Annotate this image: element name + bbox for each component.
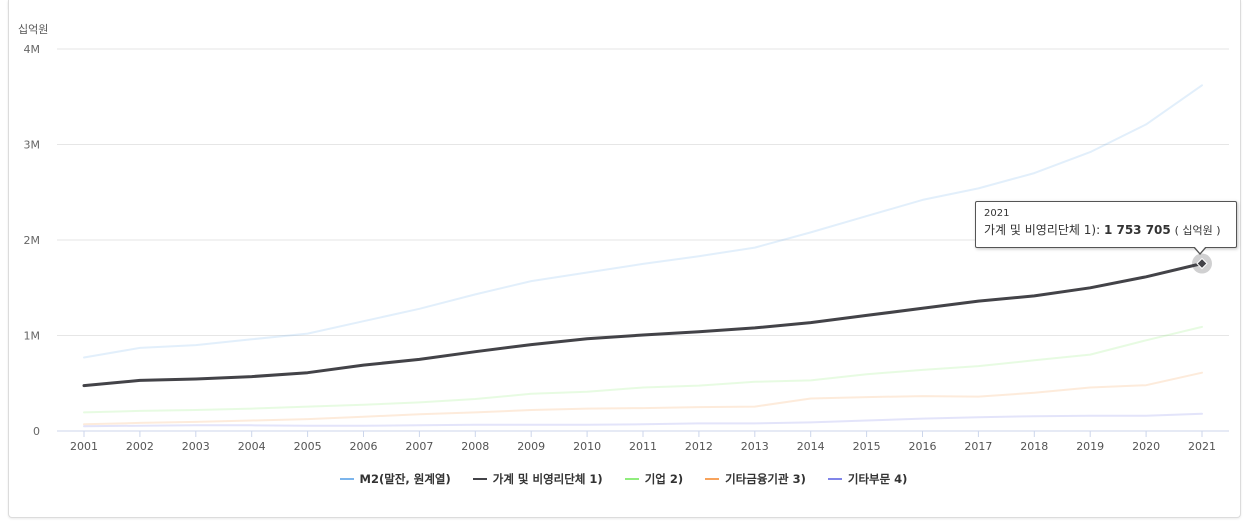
y-tick-label: 1M bbox=[24, 330, 41, 343]
legend-item-3[interactable]: 기업 2) bbox=[624, 471, 684, 487]
tooltip-year: 2021 bbox=[984, 208, 1010, 219]
x-tick-label: 2019 bbox=[1076, 440, 1104, 453]
data-point-marker[interactable] bbox=[1196, 257, 1208, 270]
x-tick-label: 2003 bbox=[182, 440, 210, 453]
legend-swatch bbox=[827, 478, 842, 480]
chart-legend: M2(말잔, 원계열) 가계 및 비영리단체 1) 기업 2) 기타금융기관 3) 기타… bbox=[0, 470, 1247, 488]
legend-item-4[interactable]: 기타금융기관 3) bbox=[705, 471, 806, 487]
tooltip-line: 가계 및 비영리단체 1): 1 753 705 ( 십억원 ) bbox=[984, 222, 1228, 239]
x-tick-label: 2005 bbox=[294, 440, 322, 453]
tooltip-pointer-fill bbox=[1194, 246, 1206, 253]
x-tick-label: 2015 bbox=[853, 440, 881, 453]
y-axis-ticks: 0 1M 2M 3M 4M bbox=[24, 43, 41, 438]
tooltip-series-label: 가계 및 비영리단체 1): bbox=[984, 223, 1104, 237]
x-tick-label: 2018 bbox=[1020, 440, 1048, 453]
chart-panel bbox=[8, 0, 1241, 518]
hover-marker bbox=[1192, 253, 1212, 274]
x-tick-label: 2001 bbox=[70, 440, 98, 453]
y-tick-label: 3M bbox=[24, 139, 41, 152]
series-line-2[interactable] bbox=[82, 262, 1204, 388]
y-tick-label: 2M bbox=[24, 234, 41, 247]
legend-item-5[interactable]: 기타부문 4) bbox=[827, 471, 908, 487]
x-tick-label: 2002 bbox=[126, 440, 154, 453]
legend-label: 가계 및 비영리단체 1) bbox=[492, 472, 603, 486]
y-tick-label: 4M bbox=[24, 43, 41, 56]
x-tick-label: 2012 bbox=[685, 440, 713, 453]
x-tick-label: 2010 bbox=[573, 440, 601, 453]
x-tick-label: 2017 bbox=[964, 440, 992, 453]
tooltip: 2021 가계 및 비영리단체 1): 1 753 705 ( 십억원 ) bbox=[975, 201, 1237, 248]
legend-swatch bbox=[472, 478, 487, 480]
x-tick-label: 2011 bbox=[629, 440, 657, 453]
legend-item-2[interactable]: 가계 및 비영리단체 1) bbox=[472, 471, 603, 487]
legend-item-1[interactable]: M2(말잔, 원계열) bbox=[339, 471, 451, 487]
x-tick-label: 2021 bbox=[1188, 440, 1216, 453]
tooltip-unit: ( 십억원 ) bbox=[1174, 224, 1221, 237]
series-lines bbox=[82, 84, 1204, 428]
x-tick-label: 2016 bbox=[909, 440, 937, 453]
x-tick-label: 2013 bbox=[741, 440, 769, 453]
legend-label: 기타부문 4) bbox=[847, 472, 908, 486]
x-tick-label: 2020 bbox=[1132, 440, 1160, 453]
tooltip-value: 1 753 705 bbox=[1103, 223, 1171, 237]
series-line-3[interactable] bbox=[83, 325, 1203, 414]
legend-label: 기업 2) bbox=[644, 472, 684, 486]
series-line-4[interactable] bbox=[83, 371, 1203, 426]
x-tick-label: 2008 bbox=[461, 440, 489, 453]
x-tick-label: 2009 bbox=[517, 440, 545, 453]
series-line-5[interactable] bbox=[83, 412, 1203, 428]
series-line-1[interactable] bbox=[83, 84, 1203, 359]
y-axis-unit-label: 십억원 bbox=[18, 23, 48, 36]
legend-swatch bbox=[624, 478, 639, 480]
x-tick-label: 2004 bbox=[238, 440, 266, 453]
legend-label: 기타금융기관 3) bbox=[725, 472, 806, 486]
y-tick-label: 0 bbox=[33, 425, 40, 438]
x-axis-ticks: 2001 2002 2003 2004 2005 2006 2007 2008 2009 2010… bbox=[70, 431, 1216, 453]
x-tick-label: 2007 bbox=[405, 440, 433, 453]
legend-swatch bbox=[705, 478, 720, 480]
legend-swatch bbox=[339, 478, 354, 480]
x-tick-label: 2014 bbox=[797, 440, 825, 453]
legend-label: M2(말잔, 원계열) bbox=[359, 472, 451, 486]
x-tick-label: 2006 bbox=[350, 440, 378, 453]
